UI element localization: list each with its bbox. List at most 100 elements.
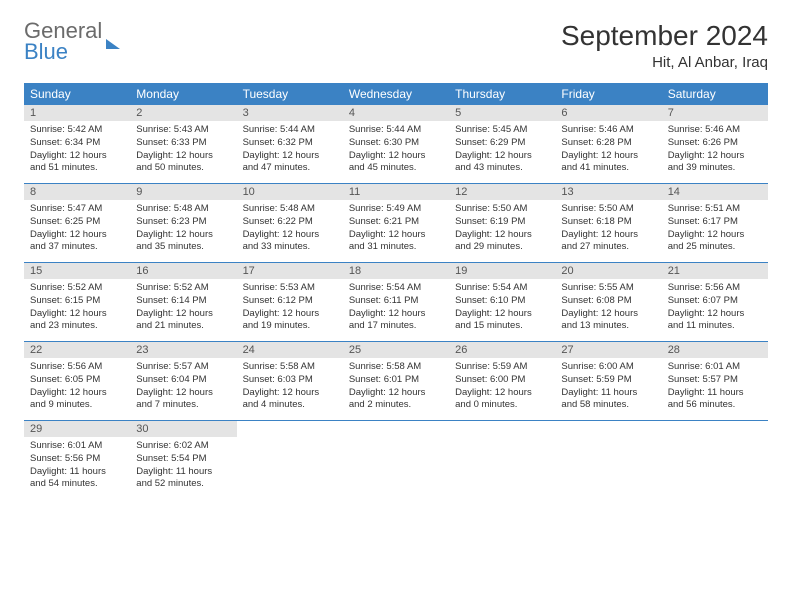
calendar-cell	[343, 421, 449, 500]
day-number: 9	[130, 184, 236, 200]
weekday-header-row: SundayMondayTuesdayWednesdayThursdayFrid…	[24, 83, 768, 105]
calendar-table: SundayMondayTuesdayWednesdayThursdayFrid…	[24, 83, 768, 499]
day-number: 13	[555, 184, 661, 200]
day-data: Sunrise: 5:58 AMSunset: 6:01 PMDaylight:…	[343, 358, 449, 416]
calendar-cell: 7Sunrise: 5:46 AMSunset: 6:26 PMDaylight…	[662, 105, 768, 184]
calendar-cell: 1Sunrise: 5:42 AMSunset: 6:34 PMDaylight…	[24, 105, 130, 184]
weekday-header: Friday	[555, 83, 661, 105]
weekday-header: Thursday	[449, 83, 555, 105]
calendar-cell: 14Sunrise: 5:51 AMSunset: 6:17 PMDayligh…	[662, 184, 768, 263]
day-data: Sunrise: 6:00 AMSunset: 5:59 PMDaylight:…	[555, 358, 661, 416]
day-data: Sunrise: 5:45 AMSunset: 6:29 PMDaylight:…	[449, 121, 555, 179]
calendar-week-row: 8Sunrise: 5:47 AMSunset: 6:25 PMDaylight…	[24, 184, 768, 263]
logo-text: General Blue	[24, 20, 102, 63]
weekday-header: Wednesday	[343, 83, 449, 105]
calendar-cell: 24Sunrise: 5:58 AMSunset: 6:03 PMDayligh…	[237, 342, 343, 421]
day-data: Sunrise: 5:44 AMSunset: 6:30 PMDaylight:…	[343, 121, 449, 179]
day-number: 22	[24, 342, 130, 358]
day-data: Sunrise: 5:59 AMSunset: 6:00 PMDaylight:…	[449, 358, 555, 416]
weekday-header: Monday	[130, 83, 236, 105]
weekday-header: Saturday	[662, 83, 768, 105]
calendar-cell: 11Sunrise: 5:49 AMSunset: 6:21 PMDayligh…	[343, 184, 449, 263]
calendar-cell: 25Sunrise: 5:58 AMSunset: 6:01 PMDayligh…	[343, 342, 449, 421]
day-data: Sunrise: 5:57 AMSunset: 6:04 PMDaylight:…	[130, 358, 236, 416]
day-number: 7	[662, 105, 768, 121]
calendar-cell	[555, 421, 661, 500]
calendar-week-row: 22Sunrise: 5:56 AMSunset: 6:05 PMDayligh…	[24, 342, 768, 421]
calendar-cell: 19Sunrise: 5:54 AMSunset: 6:10 PMDayligh…	[449, 263, 555, 342]
day-data: Sunrise: 5:48 AMSunset: 6:22 PMDaylight:…	[237, 200, 343, 258]
day-number: 6	[555, 105, 661, 121]
calendar-cell: 23Sunrise: 5:57 AMSunset: 6:04 PMDayligh…	[130, 342, 236, 421]
day-data: Sunrise: 5:50 AMSunset: 6:19 PMDaylight:…	[449, 200, 555, 258]
location-text: Hit, Al Anbar, Iraq	[561, 54, 768, 71]
day-number: 1	[24, 105, 130, 121]
header: General Blue September 2024 Hit, Al Anba…	[24, 20, 768, 71]
day-number: 25	[343, 342, 449, 358]
title-block: September 2024 Hit, Al Anbar, Iraq	[561, 20, 768, 71]
day-data: Sunrise: 5:49 AMSunset: 6:21 PMDaylight:…	[343, 200, 449, 258]
calendar-cell: 30Sunrise: 6:02 AMSunset: 5:54 PMDayligh…	[130, 421, 236, 500]
day-number: 26	[449, 342, 555, 358]
month-title: September 2024	[561, 20, 768, 52]
day-number: 11	[343, 184, 449, 200]
calendar-cell: 13Sunrise: 5:50 AMSunset: 6:18 PMDayligh…	[555, 184, 661, 263]
day-number: 2	[130, 105, 236, 121]
day-data: Sunrise: 5:56 AMSunset: 6:05 PMDaylight:…	[24, 358, 130, 416]
day-data: Sunrise: 5:47 AMSunset: 6:25 PMDaylight:…	[24, 200, 130, 258]
day-data: Sunrise: 5:53 AMSunset: 6:12 PMDaylight:…	[237, 279, 343, 337]
calendar-cell: 9Sunrise: 5:48 AMSunset: 6:23 PMDaylight…	[130, 184, 236, 263]
calendar-cell: 5Sunrise: 5:45 AMSunset: 6:29 PMDaylight…	[449, 105, 555, 184]
calendar-week-row: 1Sunrise: 5:42 AMSunset: 6:34 PMDaylight…	[24, 105, 768, 184]
calendar-cell: 3Sunrise: 5:44 AMSunset: 6:32 PMDaylight…	[237, 105, 343, 184]
calendar-cell	[662, 421, 768, 500]
calendar-cell: 12Sunrise: 5:50 AMSunset: 6:19 PMDayligh…	[449, 184, 555, 263]
calendar-cell: 21Sunrise: 5:56 AMSunset: 6:07 PMDayligh…	[662, 263, 768, 342]
day-number: 3	[237, 105, 343, 121]
calendar-cell: 16Sunrise: 5:52 AMSunset: 6:14 PMDayligh…	[130, 263, 236, 342]
logo-triangle-icon	[106, 39, 120, 49]
day-data: Sunrise: 5:43 AMSunset: 6:33 PMDaylight:…	[130, 121, 236, 179]
calendar-cell: 6Sunrise: 5:46 AMSunset: 6:28 PMDaylight…	[555, 105, 661, 184]
logo-line2: Blue	[24, 41, 102, 63]
day-number: 19	[449, 263, 555, 279]
day-data: Sunrise: 5:46 AMSunset: 6:26 PMDaylight:…	[662, 121, 768, 179]
day-data: Sunrise: 5:52 AMSunset: 6:14 PMDaylight:…	[130, 279, 236, 337]
day-number: 29	[24, 421, 130, 437]
calendar-cell	[449, 421, 555, 500]
calendar-cell: 29Sunrise: 6:01 AMSunset: 5:56 PMDayligh…	[24, 421, 130, 500]
day-number: 12	[449, 184, 555, 200]
weekday-header: Tuesday	[237, 83, 343, 105]
day-number: 17	[237, 263, 343, 279]
day-data: Sunrise: 5:55 AMSunset: 6:08 PMDaylight:…	[555, 279, 661, 337]
day-number: 10	[237, 184, 343, 200]
calendar-cell: 26Sunrise: 5:59 AMSunset: 6:00 PMDayligh…	[449, 342, 555, 421]
calendar-cell: 27Sunrise: 6:00 AMSunset: 5:59 PMDayligh…	[555, 342, 661, 421]
day-data: Sunrise: 5:42 AMSunset: 6:34 PMDaylight:…	[24, 121, 130, 179]
day-number: 21	[662, 263, 768, 279]
day-number: 30	[130, 421, 236, 437]
calendar-cell: 20Sunrise: 5:55 AMSunset: 6:08 PMDayligh…	[555, 263, 661, 342]
day-data: Sunrise: 5:50 AMSunset: 6:18 PMDaylight:…	[555, 200, 661, 258]
calendar-cell: 17Sunrise: 5:53 AMSunset: 6:12 PMDayligh…	[237, 263, 343, 342]
day-number: 23	[130, 342, 236, 358]
calendar-cell: 22Sunrise: 5:56 AMSunset: 6:05 PMDayligh…	[24, 342, 130, 421]
calendar-week-row: 29Sunrise: 6:01 AMSunset: 5:56 PMDayligh…	[24, 421, 768, 500]
day-number: 28	[662, 342, 768, 358]
weekday-header: Sunday	[24, 83, 130, 105]
calendar-cell: 2Sunrise: 5:43 AMSunset: 6:33 PMDaylight…	[130, 105, 236, 184]
day-number: 8	[24, 184, 130, 200]
day-data: Sunrise: 5:54 AMSunset: 6:10 PMDaylight:…	[449, 279, 555, 337]
day-data: Sunrise: 6:01 AMSunset: 5:57 PMDaylight:…	[662, 358, 768, 416]
day-data: Sunrise: 5:44 AMSunset: 6:32 PMDaylight:…	[237, 121, 343, 179]
calendar-body: 1Sunrise: 5:42 AMSunset: 6:34 PMDaylight…	[24, 105, 768, 499]
day-data: Sunrise: 5:58 AMSunset: 6:03 PMDaylight:…	[237, 358, 343, 416]
day-data: Sunrise: 5:48 AMSunset: 6:23 PMDaylight:…	[130, 200, 236, 258]
calendar-cell: 10Sunrise: 5:48 AMSunset: 6:22 PMDayligh…	[237, 184, 343, 263]
calendar-cell: 4Sunrise: 5:44 AMSunset: 6:30 PMDaylight…	[343, 105, 449, 184]
day-number: 20	[555, 263, 661, 279]
day-data: Sunrise: 5:46 AMSunset: 6:28 PMDaylight:…	[555, 121, 661, 179]
calendar-cell: 28Sunrise: 6:01 AMSunset: 5:57 PMDayligh…	[662, 342, 768, 421]
day-data: Sunrise: 5:54 AMSunset: 6:11 PMDaylight:…	[343, 279, 449, 337]
day-number: 27	[555, 342, 661, 358]
